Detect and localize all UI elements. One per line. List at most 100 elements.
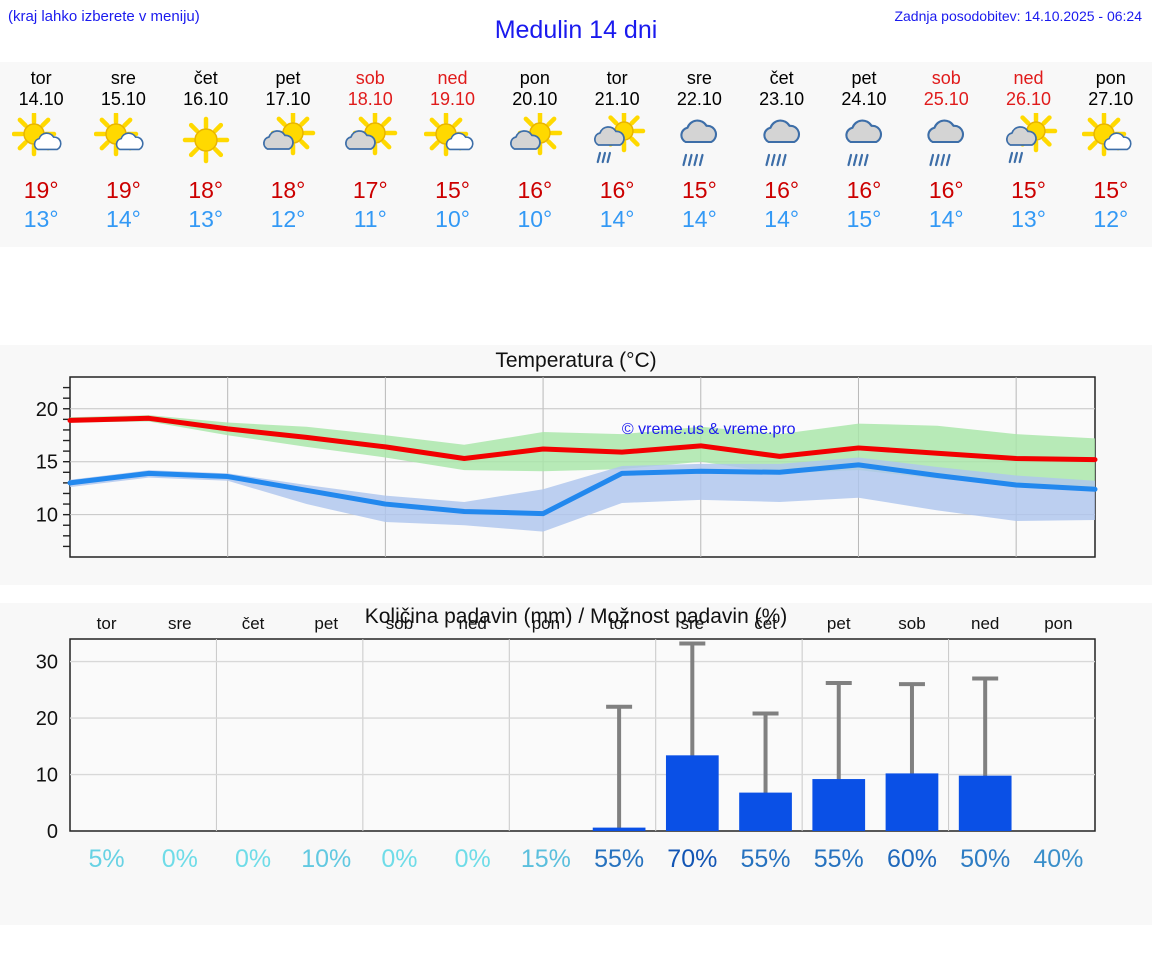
- y-tick-label: 30: [36, 652, 58, 674]
- day-date: 24.10: [841, 89, 887, 109]
- temperature-line: [67, 415, 1098, 463]
- temp-max: 17°: [352, 177, 388, 203]
- day-column[interactable]: ned 26.10 15° 13°: [987, 62, 1069, 247]
- y-tick-label: 10: [36, 765, 58, 787]
- precipitation-bar: [958, 775, 1012, 831]
- sun-cloud-icon: [94, 112, 152, 170]
- day-column[interactable]: tor 14.10 19° 13°: [0, 62, 82, 247]
- cloud-rain-icon: [670, 112, 728, 170]
- temp-max: 19°: [106, 177, 141, 203]
- day-label: čet: [754, 614, 777, 633]
- precipitation-probability: 0%: [162, 845, 198, 873]
- day-column[interactable]: čet 23.10 16° 14°: [741, 62, 823, 247]
- day-column[interactable]: ned 19.10 15° 10°: [411, 62, 493, 247]
- precipitation-bar: [885, 773, 939, 831]
- temp-min: 12°: [1093, 206, 1129, 232]
- day-date: 14.10: [18, 89, 64, 109]
- day-date: 18.10: [347, 89, 393, 109]
- precipitation-probability: 0%: [235, 845, 271, 873]
- day-column[interactable]: pon 20.10 16° 10°: [494, 62, 576, 247]
- temp-max: 16°: [517, 177, 553, 203]
- day-label: pet: [827, 614, 851, 633]
- y-tick-label: 0: [47, 821, 58, 843]
- precipitation-probability: 55%: [814, 845, 864, 873]
- day-name: sob: [931, 68, 961, 88]
- precipitation-probability: 50%: [960, 845, 1010, 873]
- temp-max: 19°: [23, 177, 59, 203]
- precipitation-probability: 15%: [521, 845, 571, 873]
- day-name: sob: [355, 68, 385, 88]
- sun-cloud-icon: [423, 112, 482, 170]
- day-date: 19.10: [430, 89, 476, 109]
- cloud-rain-icon: [917, 112, 975, 170]
- day-column[interactable]: sob 18.10 17° 11°: [329, 62, 411, 247]
- menu-hint: (kraj lahko izberete v meniju): [8, 8, 200, 25]
- temp-max: 16°: [599, 177, 635, 203]
- day-label: tor: [97, 614, 117, 633]
- precipitation-chart-section: Količina padavin (mm) / Možnost padavin …: [0, 603, 1152, 895]
- temp-min: 14°: [764, 206, 800, 232]
- day-column[interactable]: pet 24.10 16° 15°: [823, 62, 905, 247]
- day-label: sre: [168, 614, 192, 633]
- temp-min: 13°: [188, 206, 224, 232]
- cloud-sun-rain-icon: [1000, 112, 1058, 170]
- day-column[interactable]: pet 17.10 18° 12°: [247, 62, 329, 247]
- daily-forecast-strip: tor 14.10 19° 13° sre 15.10 19° 14° čet 16.10 18…: [0, 62, 1152, 247]
- sun-cloud-icon: [12, 112, 70, 170]
- day-date: 17.10: [265, 89, 311, 109]
- spacer-2: [0, 585, 1152, 603]
- day-name: pet: [851, 68, 877, 88]
- temp-min: 15°: [846, 206, 882, 232]
- day-name: pon: [519, 68, 550, 88]
- last-updated: Zadnja posodobitev: 14.10.2025 - 06:24: [894, 8, 1142, 24]
- sun-icon: [177, 112, 235, 170]
- temperature-line: [67, 462, 1098, 517]
- day-column[interactable]: pon 27.10 15° 12°: [1070, 62, 1152, 247]
- day-date: 22.10: [676, 89, 722, 109]
- precipitation-probability: 0%: [381, 845, 417, 873]
- day-label: pet: [314, 614, 338, 633]
- day-column[interactable]: sob 25.10 16° 14°: [905, 62, 987, 247]
- day-name: sre: [110, 68, 136, 88]
- temp-min: 13°: [1011, 206, 1046, 232]
- day-label: pon: [532, 614, 560, 633]
- precipitation-bar: [665, 755, 719, 831]
- temp-min: 12°: [270, 206, 306, 232]
- precipitation-probability: 55%: [741, 845, 791, 873]
- cloud-sun-icon: [341, 112, 399, 170]
- temperature-chart: 10 15 20 © vreme.us & vreme.pro: [36, 376, 1098, 558]
- day-label: sre: [681, 614, 705, 633]
- day-label: tor: [609, 614, 629, 633]
- temp-min: 14°: [599, 206, 635, 232]
- temp-min: 13°: [23, 206, 59, 232]
- precipitation-chart: tor sre čet pet sob ned pon tor sre čet pet sob ned p…: [36, 614, 1096, 873]
- page-header: (kraj lahko izberete v meniju) Medulin 1…: [0, 0, 1152, 62]
- y-tick-label: 20: [36, 399, 58, 421]
- day-date: 26.10: [1005, 89, 1052, 109]
- temp-min: 14°: [928, 206, 964, 232]
- day-date: 21.10: [594, 89, 640, 109]
- day-name: tor: [606, 68, 628, 88]
- temp-max: 18°: [270, 177, 306, 203]
- temperature-chart-section: Temperatura (°C) 10 15 20 © vreme.us & vrem…: [0, 345, 1152, 585]
- footer-spacer: [0, 895, 1152, 925]
- day-column[interactable]: čet 16.10 18° 13°: [165, 62, 247, 247]
- temp-max: 15°: [435, 177, 470, 203]
- day-column[interactable]: sre 15.10 19° 14°: [82, 62, 164, 247]
- temperature-chart-title: Temperatura (°C): [495, 349, 657, 372]
- day-name: sre: [686, 68, 712, 88]
- cloud-rain-icon: [835, 112, 893, 170]
- day-column[interactable]: tor 21.10 16° 14°: [576, 62, 658, 247]
- day-name: ned: [1013, 68, 1044, 88]
- day-column[interactable]: sre 22.10 15° 14°: [658, 62, 740, 247]
- day-date: 16.10: [183, 89, 229, 109]
- day-date: 27.10: [1088, 89, 1134, 109]
- temp-max: 16°: [764, 177, 800, 203]
- cloud-sun-rain-icon: [588, 112, 646, 170]
- cloud-sun-icon: [506, 112, 564, 170]
- temp-min: 14°: [106, 206, 141, 232]
- temp-max: 16°: [928, 177, 964, 203]
- day-date: 20.10: [512, 89, 558, 109]
- y-tick-label: 20: [36, 708, 58, 730]
- day-label: sob: [898, 614, 925, 633]
